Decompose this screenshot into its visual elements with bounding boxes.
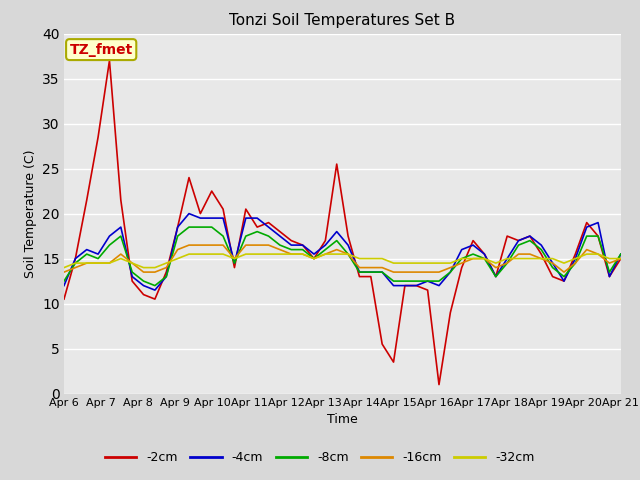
Title: Tonzi Soil Temperatures Set B: Tonzi Soil Temperatures Set B [229, 13, 456, 28]
Y-axis label: Soil Temperature (C): Soil Temperature (C) [24, 149, 36, 278]
Text: TZ_fmet: TZ_fmet [70, 43, 133, 57]
Legend: -2cm, -4cm, -8cm, -16cm, -32cm: -2cm, -4cm, -8cm, -16cm, -32cm [100, 446, 540, 469]
X-axis label: Time: Time [327, 413, 358, 426]
